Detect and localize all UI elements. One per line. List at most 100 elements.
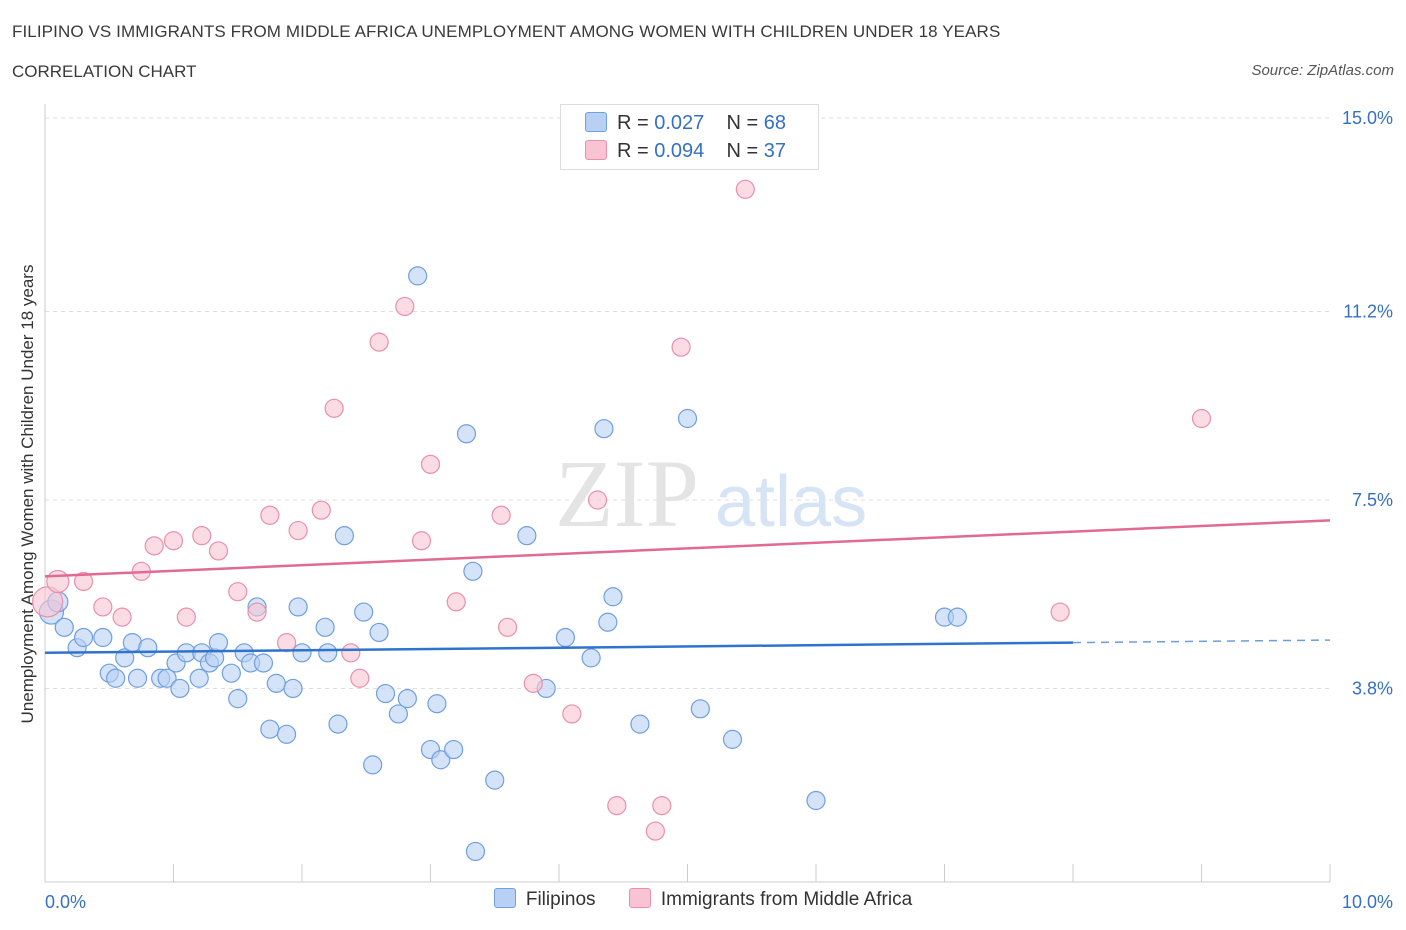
filipinos-point bbox=[408, 266, 428, 286]
filipinos-point bbox=[315, 617, 335, 637]
r-label: R = bbox=[617, 112, 655, 134]
filipinos-point bbox=[677, 408, 698, 429]
filipinos-point bbox=[517, 526, 537, 546]
filipinos-legend-swatch bbox=[493, 888, 516, 908]
filipinos-point bbox=[427, 694, 447, 714]
x-tick-labels: 0.0% 10.0% bbox=[45, 892, 1393, 912]
filipinos-point bbox=[157, 668, 177, 688]
immigrants-point bbox=[93, 597, 113, 617]
filipinos-point bbox=[253, 653, 274, 673]
immigrants-point bbox=[395, 296, 415, 317]
immigrants-point bbox=[276, 633, 297, 653]
filipinos-point bbox=[375, 683, 396, 704]
n-label: N = bbox=[726, 140, 764, 162]
immigrants-swatch bbox=[585, 140, 607, 160]
filipinos-point bbox=[283, 678, 303, 699]
immigrants-point bbox=[311, 500, 331, 520]
filipinos-point bbox=[221, 663, 241, 683]
filipinos-point bbox=[363, 755, 383, 775]
filipinos-point bbox=[431, 750, 451, 770]
stats-legend: R = 0.027 N = 68 R = 0.094 N = 37 bbox=[560, 104, 819, 170]
filipinos-point bbox=[266, 673, 286, 693]
filipinos-trend-extension bbox=[1072, 639, 1331, 644]
immigrants-point bbox=[671, 337, 691, 357]
y-tick-labels: 3.8% 7.5% 11.2% 15.0% bbox=[1342, 108, 1393, 698]
filipinos-point bbox=[334, 526, 355, 546]
filipinos-point bbox=[260, 719, 280, 739]
watermark-atlas: atlas bbox=[715, 462, 867, 542]
immigrants-point bbox=[498, 617, 518, 637]
filipinos-point bbox=[138, 638, 158, 658]
filipinos-point bbox=[947, 607, 967, 627]
immigrants-point bbox=[112, 607, 132, 627]
immigrants-trend-line bbox=[44, 519, 1331, 578]
immigrants-point bbox=[491, 505, 511, 525]
filipinos-point bbox=[690, 699, 710, 719]
filipinos-swatch bbox=[585, 112, 607, 132]
filipinos-point bbox=[806, 790, 826, 811]
stats-legend-row-filipinos: R = 0.027 N = 68 bbox=[585, 112, 786, 136]
immigrants-point bbox=[176, 607, 196, 627]
y-tick-label: 7.5% bbox=[1352, 490, 1393, 510]
stats-legend-row-immigrants: R = 0.094 N = 37 bbox=[585, 140, 786, 164]
legend-item-filipinos[interactable]: Filipinos bbox=[493, 888, 596, 911]
immigrants-point bbox=[288, 520, 308, 541]
immigrants-point bbox=[163, 531, 184, 551]
immigrants-point bbox=[1050, 602, 1070, 622]
legend-item-immigrants[interactable]: Immigrants from Middle Africa bbox=[628, 888, 913, 911]
filipinos-point bbox=[354, 602, 374, 622]
filipinos-point bbox=[369, 622, 389, 643]
immigrants-point bbox=[324, 398, 344, 418]
filipinos-point bbox=[54, 617, 74, 637]
immigrants-point bbox=[260, 505, 280, 525]
immigrants-point bbox=[523, 673, 543, 693]
n-label: N = bbox=[726, 112, 764, 134]
y-tick-label: 3.8% bbox=[1352, 678, 1393, 698]
legend-label-filipinos: Filipinos bbox=[525, 889, 596, 910]
immigrants-point bbox=[652, 795, 672, 816]
r-value: 0.027 bbox=[654, 112, 705, 134]
filipinos-point bbox=[630, 714, 650, 734]
filipinos-point bbox=[722, 729, 743, 749]
filipinos-point bbox=[581, 648, 601, 668]
immigrants-points bbox=[31, 179, 1212, 841]
immigrants-point bbox=[420, 454, 441, 474]
y-tick-label: 11.2% bbox=[1343, 302, 1393, 322]
filipinos-point bbox=[444, 739, 464, 760]
filipinos-point bbox=[276, 724, 297, 744]
filipinos-point bbox=[594, 419, 614, 439]
filipinos-point bbox=[208, 633, 229, 653]
x-tick-label: 0.0% bbox=[45, 892, 86, 912]
filipinos-point bbox=[463, 561, 483, 581]
n-value: 68 bbox=[763, 112, 787, 134]
immigrants-point bbox=[350, 668, 370, 688]
immigrants-point bbox=[208, 541, 229, 561]
zipatlas-watermark: ZIP atlas bbox=[555, 440, 867, 547]
filipinos-point bbox=[292, 643, 312, 663]
immigrants-point bbox=[607, 795, 627, 816]
source-note: Source: ZipAtlas.com bbox=[1251, 62, 1394, 79]
immigrants-point bbox=[446, 592, 466, 612]
filipinos-point bbox=[115, 648, 135, 668]
r-label: R = bbox=[617, 140, 655, 162]
filipinos-point bbox=[555, 627, 576, 648]
filipinos-points bbox=[38, 266, 967, 862]
filipinos-point bbox=[93, 627, 113, 648]
immigrants-point bbox=[247, 602, 267, 622]
immigrants-point bbox=[46, 569, 70, 594]
r-value: 0.094 bbox=[654, 140, 705, 162]
filipinos-point bbox=[328, 714, 348, 734]
n-value: 37 bbox=[763, 140, 787, 162]
legend-label-immigrants: Immigrants from Middle Africa bbox=[660, 889, 913, 910]
immigrants-point bbox=[1191, 408, 1212, 429]
filipinos-point bbox=[465, 841, 486, 862]
filipinos-point bbox=[189, 668, 209, 688]
filipinos-point bbox=[73, 627, 94, 648]
immigrants-point bbox=[587, 490, 608, 510]
chart-subtitle: CORRELATION CHART bbox=[12, 62, 197, 81]
filipinos-point bbox=[127, 668, 148, 688]
immigrants-point bbox=[73, 571, 94, 592]
watermark-zip: ZIP bbox=[555, 440, 699, 547]
series-legend: Filipinos Immigrants from Middle Africa bbox=[0, 888, 1406, 911]
